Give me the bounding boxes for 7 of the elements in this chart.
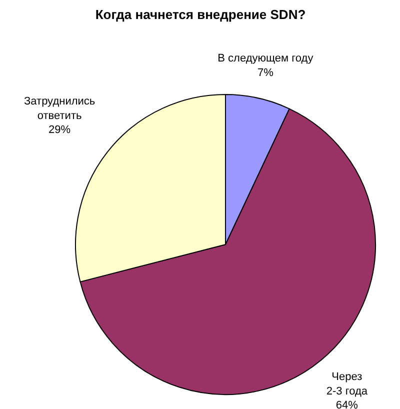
data-label: 64%	[336, 400, 358, 409]
slice-label: В следующем году	[218, 52, 314, 65]
slice-label: Через 2-3 года	[326, 370, 368, 398]
data-label: 7%	[257, 67, 274, 80]
chart-title: Когда начнется внедрение SDN?	[95, 7, 306, 22]
slice-label: Затруднились ответить	[24, 95, 96, 122]
data-label: 29%	[48, 124, 71, 136]
